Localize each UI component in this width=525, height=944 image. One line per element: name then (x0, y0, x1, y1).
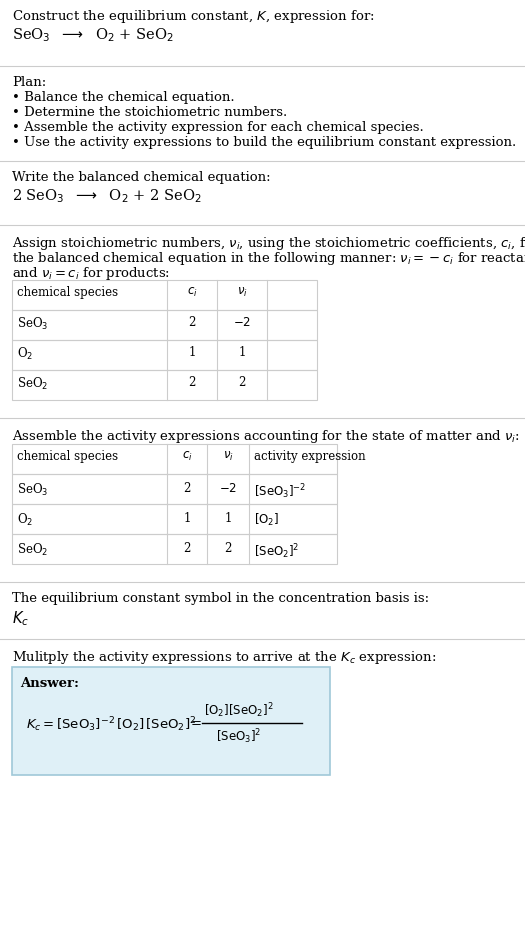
Bar (12, 310, 317, 340)
Text: Answer:: Answer: (20, 677, 79, 690)
Text: $[\mathrm{O_2}]$: $[\mathrm{O_2}]$ (254, 512, 279, 528)
FancyBboxPatch shape (12, 667, 330, 775)
Text: 2: 2 (188, 316, 196, 329)
Text: SeO$_2$: SeO$_2$ (17, 376, 48, 392)
Text: 2: 2 (238, 376, 246, 389)
Text: 2 SeO$_3$  $\longrightarrow$  O$_2$ + 2 SeO$_2$: 2 SeO$_3$ $\longrightarrow$ O$_2$ + 2 Se… (12, 187, 202, 205)
Text: $[\mathrm{O_2}][\mathrm{SeO_2}]^2$: $[\mathrm{O_2}][\mathrm{SeO_2}]^2$ (204, 701, 274, 719)
Bar (12, 370, 317, 400)
Bar (12, 444, 337, 474)
Text: $c_i$: $c_i$ (182, 450, 192, 464)
Text: • Assemble the activity expression for each chemical species.: • Assemble the activity expression for e… (12, 121, 424, 134)
Text: $-2$: $-2$ (233, 316, 251, 329)
Text: $K_c$: $K_c$ (12, 609, 29, 628)
Text: Write the balanced chemical equation:: Write the balanced chemical equation: (12, 171, 270, 184)
Text: and $\nu_i = c_i$ for products:: and $\nu_i = c_i$ for products: (12, 265, 170, 282)
Text: the balanced chemical equation in the following manner: $\nu_i = -c_i$ for react: the balanced chemical equation in the fo… (12, 250, 525, 267)
Text: $=$: $=$ (188, 715, 202, 728)
Text: chemical species: chemical species (17, 450, 118, 463)
Bar (12, 474, 337, 504)
Text: 1: 1 (224, 512, 232, 525)
Text: $\nu_i$: $\nu_i$ (223, 450, 234, 464)
Text: 1: 1 (183, 512, 191, 525)
Bar (12, 280, 317, 310)
Text: activity expression: activity expression (254, 450, 365, 463)
Text: Assemble the activity expressions accounting for the state of matter and $\nu_i$: Assemble the activity expressions accoun… (12, 428, 520, 445)
Text: SeO$_3$  $\longrightarrow$  O$_2$ + SeO$_2$: SeO$_3$ $\longrightarrow$ O$_2$ + SeO$_2… (12, 26, 174, 43)
Text: 1: 1 (188, 346, 196, 359)
Text: 2: 2 (183, 542, 191, 555)
Text: $[\mathrm{SeO_3}]^{-2}$: $[\mathrm{SeO_3}]^{-2}$ (254, 482, 306, 500)
Text: SeO$_2$: SeO$_2$ (17, 542, 48, 558)
Text: SeO$_3$: SeO$_3$ (17, 316, 48, 332)
Bar (12, 340, 317, 370)
Text: $K_c = [\mathrm{SeO_3}]^{-2}\,[\mathrm{O_2}]\,[\mathrm{SeO_2}]^{2}$: $K_c = [\mathrm{SeO_3}]^{-2}\,[\mathrm{O… (26, 715, 196, 733)
Text: 2: 2 (188, 376, 196, 389)
Text: SeO$_3$: SeO$_3$ (17, 482, 48, 498)
Text: O$_2$: O$_2$ (17, 346, 33, 362)
Text: $-2$: $-2$ (219, 482, 237, 495)
Text: Mulitply the activity expressions to arrive at the $K_c$ expression:: Mulitply the activity expressions to arr… (12, 649, 436, 666)
Text: • Determine the stoichiometric numbers.: • Determine the stoichiometric numbers. (12, 106, 287, 119)
Text: The equilibrium constant symbol in the concentration basis is:: The equilibrium constant symbol in the c… (12, 592, 429, 605)
Bar (12, 534, 337, 564)
Text: Plan:: Plan: (12, 76, 46, 89)
Text: $[\mathrm{SeO_2}]^2$: $[\mathrm{SeO_2}]^2$ (254, 542, 299, 561)
Text: chemical species: chemical species (17, 286, 118, 299)
Text: Construct the equilibrium constant, $K$, expression for:: Construct the equilibrium constant, $K$,… (12, 8, 375, 25)
Bar (12, 504, 337, 534)
Text: 2: 2 (183, 482, 191, 495)
Text: $c_i$: $c_i$ (187, 286, 197, 299)
Text: • Use the activity expressions to build the equilibrium constant expression.: • Use the activity expressions to build … (12, 136, 516, 149)
Text: $[\mathrm{SeO_3}]^2$: $[\mathrm{SeO_3}]^2$ (216, 727, 261, 746)
Text: $\nu_i$: $\nu_i$ (237, 286, 247, 299)
Text: Assign stoichiometric numbers, $\nu_i$, using the stoichiometric coefficients, $: Assign stoichiometric numbers, $\nu_i$, … (12, 235, 525, 252)
Text: 1: 1 (238, 346, 246, 359)
Text: O$_2$: O$_2$ (17, 512, 33, 528)
Text: 2: 2 (224, 542, 232, 555)
Text: • Balance the chemical equation.: • Balance the chemical equation. (12, 91, 235, 104)
